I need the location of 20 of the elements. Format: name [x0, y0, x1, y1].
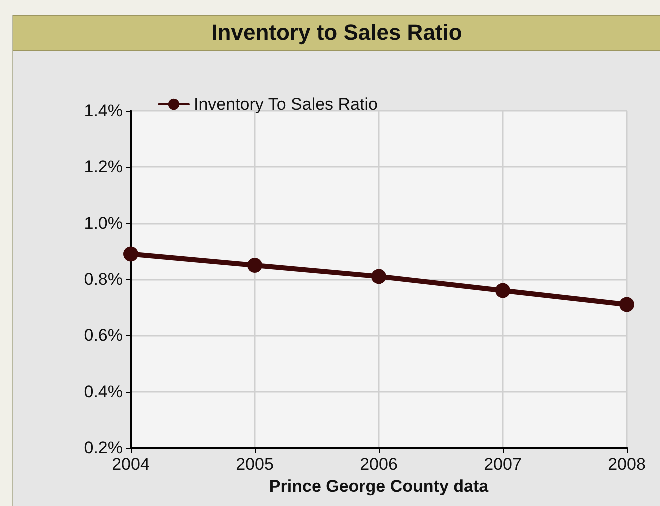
point [372, 269, 386, 284]
x-axis-title: Prince George County data [269, 477, 490, 496]
x-tick-label: 2005 [236, 455, 274, 474]
point [496, 283, 510, 298]
point [248, 258, 262, 273]
y-tick-label: 0.4% [84, 382, 123, 402]
x-tick-label: 2007 [484, 455, 522, 474]
point [124, 246, 138, 262]
x-tick-label: 2006 [360, 455, 398, 474]
legend-label: Inventory To Sales Ratio [194, 95, 378, 114]
y-tick-label: 0.6% [84, 326, 123, 346]
y-tick-label: 1.2% [84, 158, 123, 177]
y-tick-label: 1.4% [84, 102, 123, 120]
x-tick-label: 2004 [112, 455, 150, 474]
point [620, 297, 634, 312]
y-tick-label: 1.0% [84, 214, 123, 233]
y-tick-label: 0.2% [84, 438, 123, 458]
chart-title: Inventory to Sales Ratio [13, 15, 660, 51]
x-tick-label: 2008 [608, 455, 646, 474]
y-tick-label: 0.8% [84, 270, 123, 289]
